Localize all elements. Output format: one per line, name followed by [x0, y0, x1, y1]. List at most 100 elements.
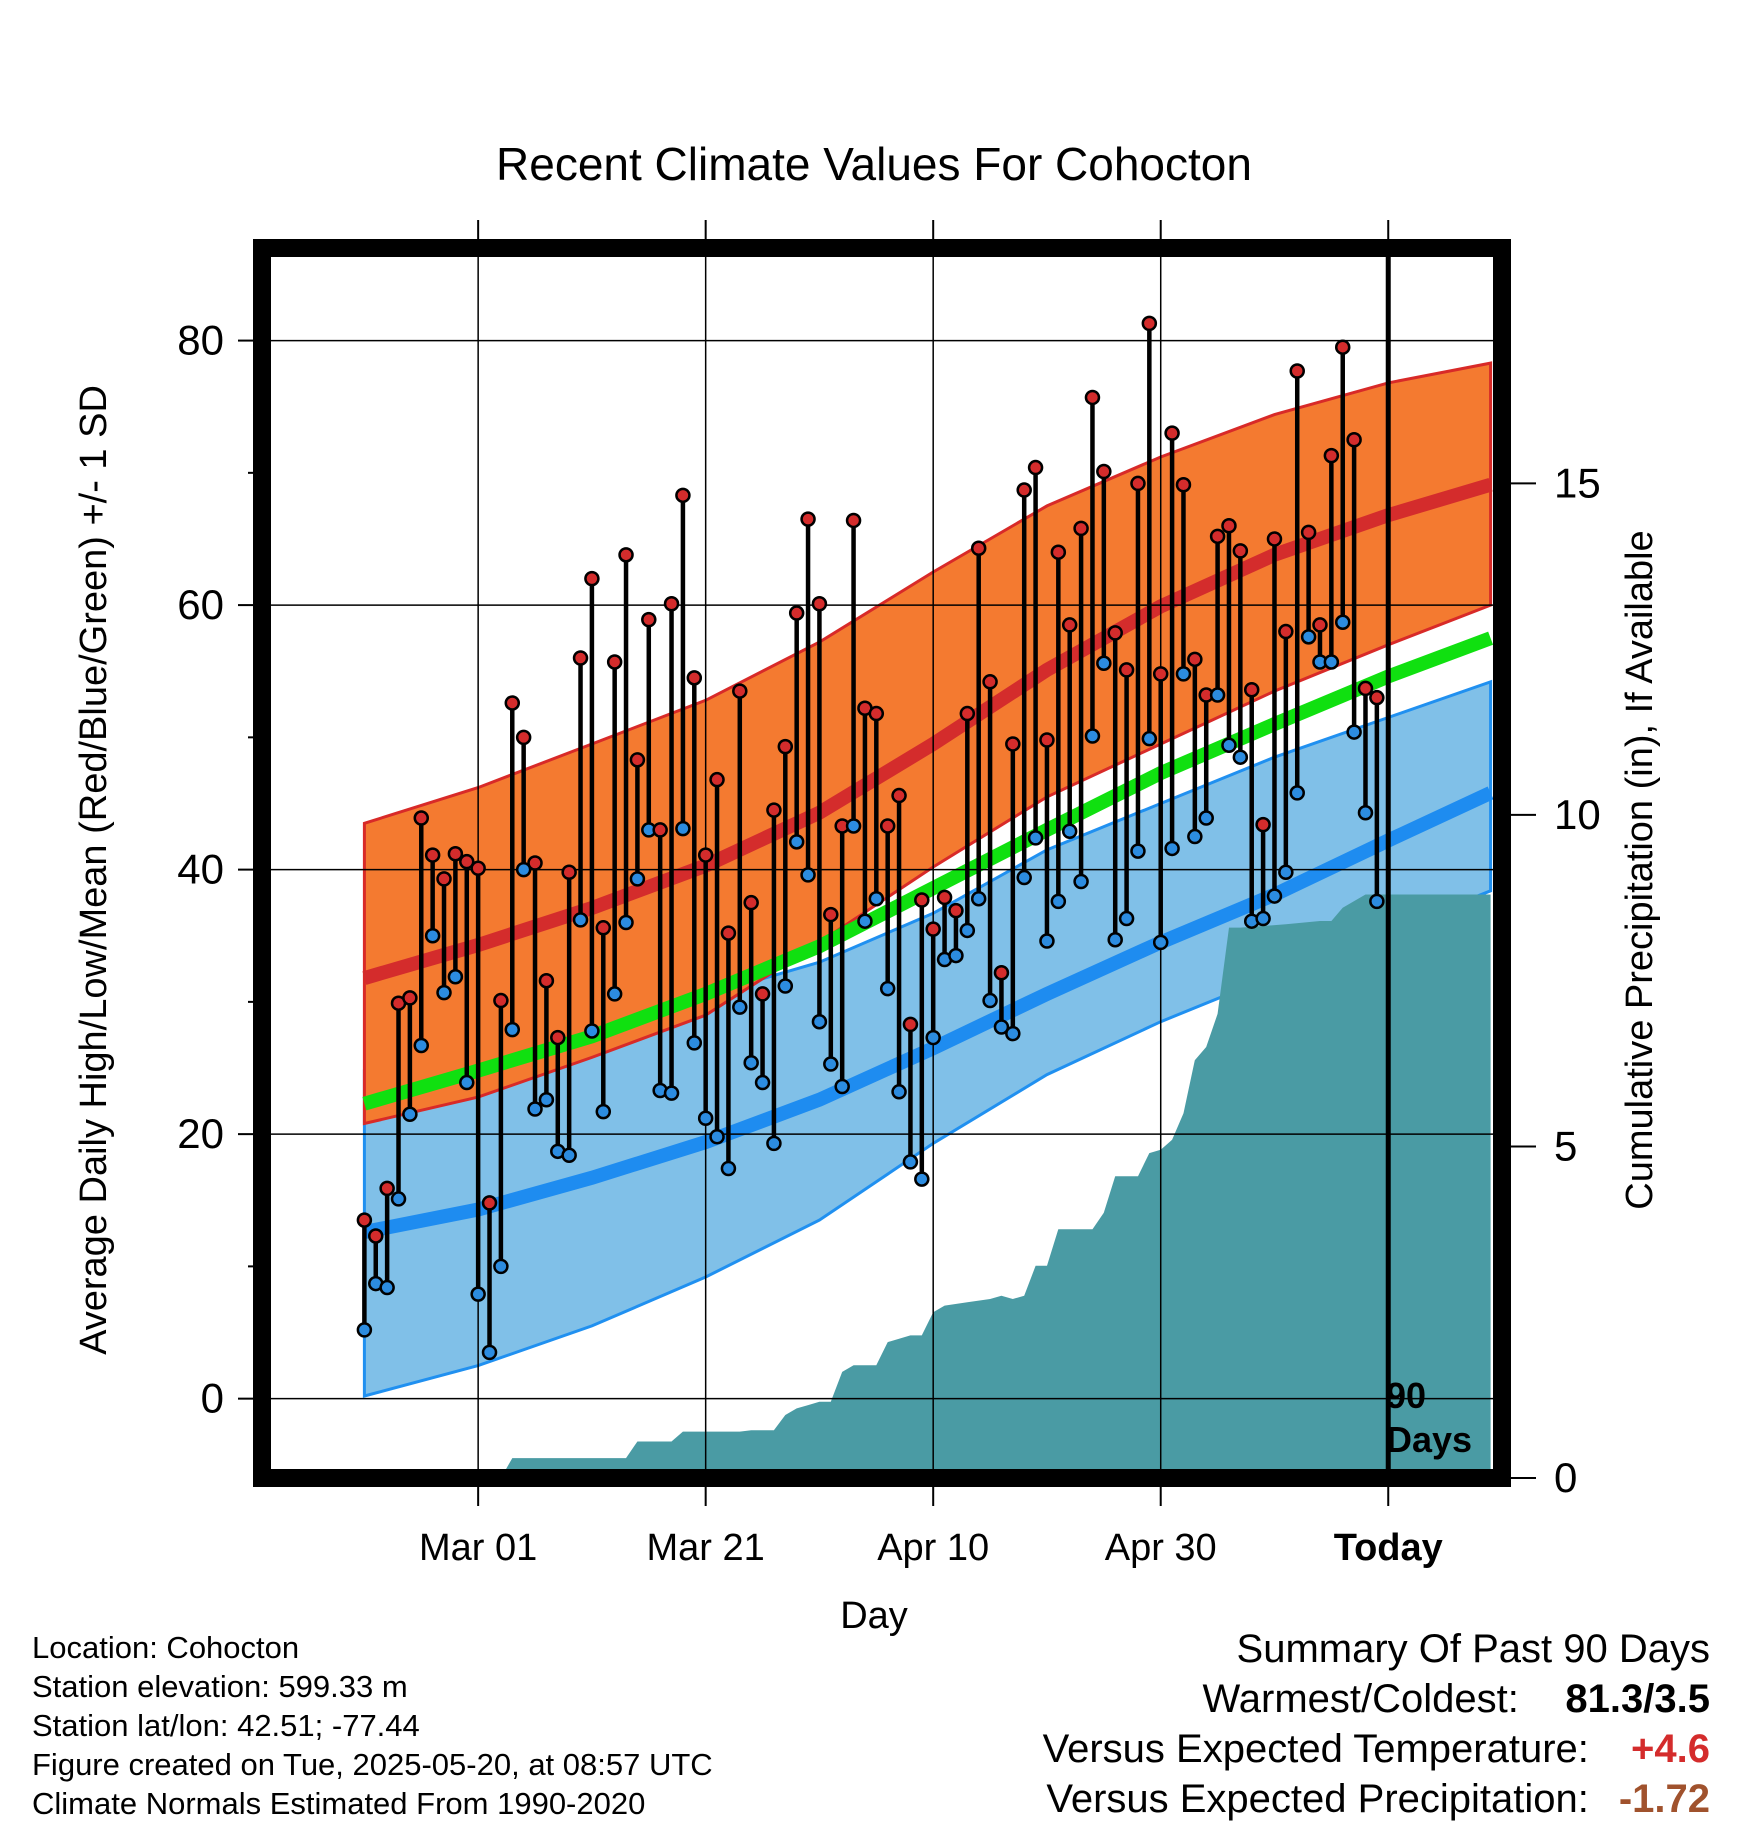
daily-low-point — [1141, 730, 1158, 747]
summary-precipitation: Versus Expected Precipitation: -1.72 — [1043, 1774, 1710, 1824]
daily-low-point — [1266, 888, 1283, 904]
daily-low-point — [504, 1021, 521, 1038]
daily-high-point — [686, 670, 703, 686]
daily-high-point — [413, 810, 430, 826]
today-marker-label: 90 — [1386, 1375, 1426, 1416]
daily-high-point — [811, 596, 828, 612]
daily-low-point — [1209, 687, 1226, 703]
y-axis-tick-label: 60 — [177, 581, 224, 628]
daily-high-point — [459, 853, 475, 870]
summary-warmest-coldest: Warmest/Coldest: 81.3/3.5 — [1043, 1674, 1711, 1724]
daily-high-point — [743, 894, 759, 911]
temperature-anomaly-label: Versus Expected Temperature: — [1042, 1727, 1589, 1771]
daily-low-point — [834, 1078, 850, 1095]
daily-low-point — [1300, 629, 1317, 645]
daily-high-point — [1232, 543, 1249, 559]
daily-high-point — [1027, 459, 1044, 476]
daily-low-point — [845, 818, 862, 834]
daily-low-point — [766, 1135, 782, 1152]
daily-high-point — [914, 892, 930, 908]
daily-low-point — [447, 968, 464, 985]
daily-high-point — [720, 925, 737, 941]
daily-high-point — [481, 1195, 498, 1211]
daily-high-point — [1039, 732, 1055, 748]
daily-high-point — [1084, 389, 1101, 406]
daily-high-point — [1369, 689, 1385, 706]
daily-high-point — [447, 845, 464, 862]
daily-low-point — [1107, 931, 1123, 948]
daily-low-point — [470, 1286, 486, 1302]
daily-high-point — [1243, 681, 1260, 698]
daily-low-point — [743, 1054, 759, 1071]
daily-high-point — [754, 986, 771, 1002]
daily-low-point — [561, 1147, 577, 1164]
chart-title: Recent Climate Values For Cohocton — [496, 138, 1252, 190]
daily-high-point — [1118, 662, 1135, 678]
daily-low-point — [436, 984, 452, 1001]
daily-low-point — [868, 890, 885, 907]
daily-high-point — [595, 920, 612, 936]
daily-observations — [356, 248, 1391, 1478]
daily-high-point — [561, 864, 577, 881]
x-axis-tick-label: Today — [1334, 1527, 1443, 1569]
daily-low-point — [1289, 785, 1305, 801]
daily-low-point — [1323, 654, 1340, 670]
daily-low-point — [1005, 1025, 1021, 1042]
daily-low-point — [572, 912, 589, 928]
daily-high-point — [606, 654, 623, 670]
daily-low-point — [1221, 737, 1237, 754]
daily-low-point — [1198, 810, 1214, 826]
daily-low-point — [823, 1056, 839, 1072]
daily-high-point — [1107, 625, 1123, 641]
daily-low-point — [800, 867, 816, 883]
daily-high-point — [1312, 617, 1328, 633]
daily-low-point — [1187, 828, 1203, 845]
daily-high-point — [845, 512, 862, 529]
daily-high-point — [572, 650, 589, 666]
grid-lines — [262, 248, 1502, 1478]
daily-low-point — [663, 1085, 680, 1101]
daily-high-point — [823, 906, 839, 923]
x-axis-tick-label: Mar 21 — [647, 1527, 765, 1569]
daily-high-point — [1255, 816, 1271, 833]
daily-low-point — [595, 1103, 612, 1120]
daily-high-point — [1175, 476, 1192, 493]
daily-high-point — [1346, 432, 1362, 448]
station-location: Location: Cohocton — [32, 1630, 300, 1665]
daily-high-point — [982, 674, 998, 690]
daily-high-point — [1016, 482, 1032, 498]
daily-high-point — [948, 902, 964, 919]
daily-low-point — [1027, 830, 1044, 846]
warmest-coldest-label: Warmest/Coldest: — [1202, 1677, 1519, 1721]
summary-title: Summary Of Past 90 Days — [1236, 1627, 1710, 1671]
daily-high-point — [788, 605, 805, 621]
y2-axis-tick-label: 5 — [1554, 1122, 1577, 1169]
daily-high-point — [777, 738, 794, 755]
daily-low-point — [584, 1023, 600, 1039]
daily-low-point — [1130, 843, 1146, 859]
daily-high-point — [402, 990, 418, 1006]
today-marker-label-days: Days — [1386, 1419, 1472, 1460]
daily-high-point — [868, 705, 885, 722]
daily-high-point — [902, 1016, 919, 1033]
daily-low-point — [925, 1029, 941, 1046]
daily-low-point — [402, 1106, 418, 1123]
daily-low-point — [481, 1344, 498, 1361]
daily-low-point — [618, 914, 634, 931]
daily-low-point — [515, 861, 532, 878]
precipitation-anomaly-label: Versus Expected Precipitation: — [1046, 1777, 1589, 1821]
climate-normals-period: Climate Normals Estimated From 1990-2020 — [32, 1786, 646, 1821]
daily-high-point — [1357, 680, 1374, 697]
daily-high-point — [697, 847, 714, 863]
daily-low-point — [356, 1322, 373, 1338]
daily-low-point — [1118, 910, 1135, 927]
figure-created: Figure created on Tue, 2025-05-20, at 08… — [32, 1747, 713, 1782]
daily-high-point — [1209, 528, 1226, 545]
daily-high-point — [470, 860, 486, 877]
daily-high-point — [800, 511, 816, 527]
x-axis-label: Day — [840, 1595, 908, 1637]
daily-low-point — [459, 1074, 475, 1091]
daily-high-point — [1334, 339, 1351, 355]
daily-low-point — [857, 913, 873, 929]
